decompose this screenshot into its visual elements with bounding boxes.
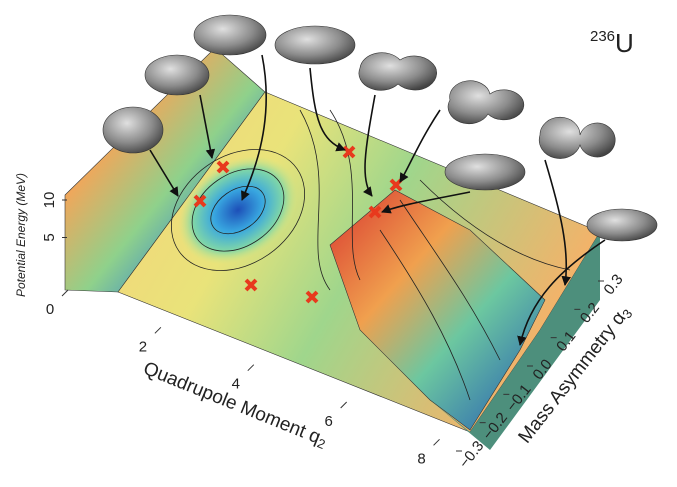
x-axis-title-text: Quadrupole Moment q bbox=[140, 358, 323, 448]
nucleus-label: 236U bbox=[590, 28, 634, 58]
x-tick bbox=[154, 326, 162, 334]
arrows bbox=[149, 54, 606, 346]
x-tick bbox=[433, 438, 440, 446]
nuclei bbox=[102, 14, 658, 242]
x-tick-label: 8 bbox=[417, 450, 425, 467]
x-tick bbox=[61, 289, 69, 297]
x-tick-label: 4 bbox=[232, 376, 240, 393]
x-tick-label: 2 bbox=[139, 338, 147, 355]
z-tick-label: 5 bbox=[41, 233, 58, 241]
x-tick bbox=[340, 401, 348, 409]
x-tick bbox=[247, 364, 255, 372]
element-symbol: U bbox=[615, 28, 634, 58]
mass-number: 236 bbox=[590, 28, 615, 45]
x-axis-title: Quadrupole Moment q2 bbox=[140, 358, 330, 452]
z-tick-label: 10 bbox=[41, 192, 58, 209]
surface bbox=[64, 47, 601, 450]
z-axis-title: Potential Energy (MeV) bbox=[14, 173, 28, 297]
y-tick-label: 0.3 bbox=[600, 271, 626, 298]
x-tick-label: 0 bbox=[46, 301, 54, 318]
x-tick-label: 6 bbox=[324, 413, 332, 430]
